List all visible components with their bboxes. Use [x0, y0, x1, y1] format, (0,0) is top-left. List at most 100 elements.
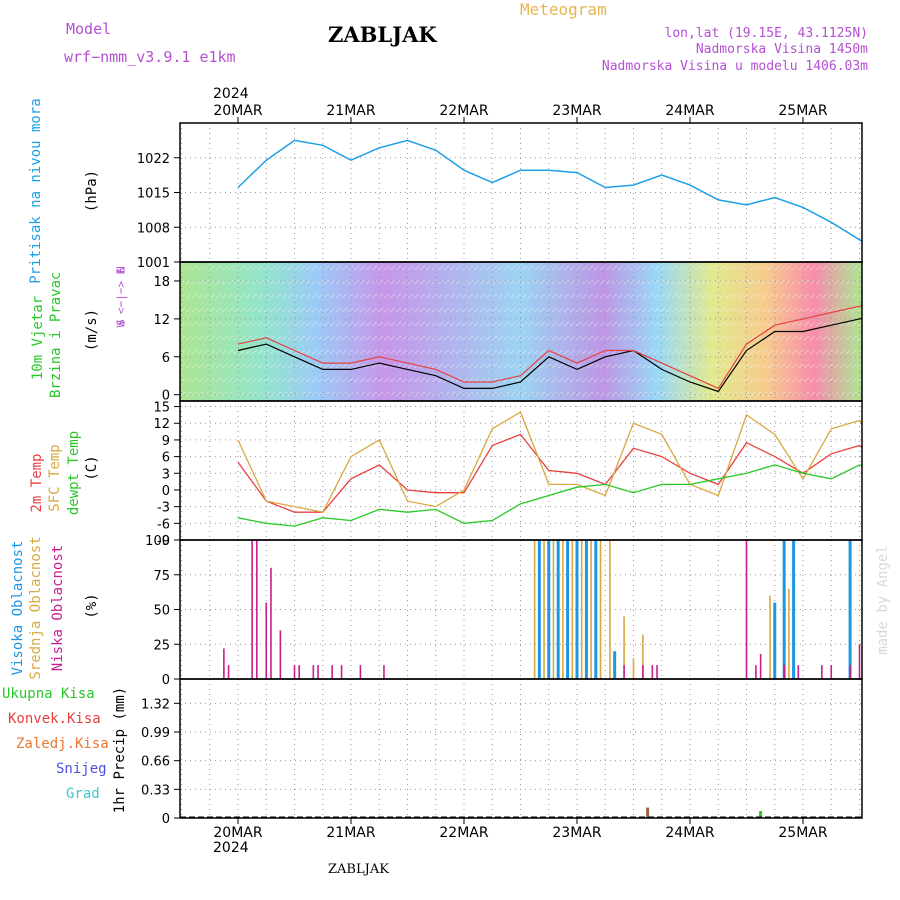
mid-cloud-bar	[580, 540, 583, 679]
total-precip-bar	[886, 749, 889, 819]
total-precip-bar	[896, 766, 899, 818]
y-tick-label: 0.66	[141, 755, 170, 770]
total-precip-bar	[863, 785, 866, 818]
y-tick-label: 0	[162, 812, 170, 827]
model-name: wrf−nmm_v3.9.1 e1km	[64, 48, 236, 66]
panel-frame-precipitation	[179, 678, 863, 819]
low-cloud-bar	[265, 602, 268, 679]
model-elevation-text: Nadmorska Visina u modelu 1406.03m	[601, 59, 868, 74]
low-cloud-bar	[797, 665, 800, 679]
bottom-day-label: 23MAR	[552, 825, 601, 841]
top-day-label: 20MAR	[213, 103, 262, 119]
pressure-line	[237, 139, 862, 243]
y-tick-label: 50	[153, 604, 170, 619]
y-tick-label: 3	[162, 467, 170, 482]
y-tick-label: 1015	[137, 187, 170, 202]
low-cloud-bar	[745, 540, 748, 679]
y-tick-label: 6	[162, 351, 170, 366]
precip-legend-snow: Snijeg	[56, 761, 107, 777]
y-tick-label: 9	[162, 434, 170, 449]
low-cloud-bar	[882, 665, 884, 679]
top-day-label: 24MAR	[665, 103, 714, 119]
mid-cloud-bar	[543, 540, 545, 679]
y-tick-label: 1.32	[141, 697, 170, 712]
mid-cloud-bar	[623, 616, 625, 679]
low-cloud-bar	[312, 665, 315, 679]
mid-cloud-bar	[590, 540, 592, 679]
low-cloud-bar	[651, 665, 654, 679]
precip-legend-graupel: Grad	[66, 786, 100, 802]
low-cloud-bar	[251, 540, 253, 679]
high-cloud-bar	[792, 540, 796, 679]
y-tick-label: 15	[153, 401, 170, 416]
high-cloud-bar	[537, 540, 541, 679]
y-tick-label: -9	[157, 534, 170, 549]
elevation-text: Nadmorska Visina 1450m	[695, 42, 868, 57]
high-cloud-bar	[594, 540, 598, 679]
low-cloud-bar	[317, 665, 319, 679]
footer-station: ZABLJAK	[328, 862, 389, 877]
low-cloud-bar	[331, 665, 333, 679]
low-cloud-bar	[293, 665, 296, 679]
mid-cloud-bar	[533, 540, 536, 679]
low-cloud-bar	[759, 653, 762, 679]
high-cloud-bar	[547, 540, 551, 679]
high-cloud-bar	[848, 540, 852, 679]
total-precip-bar	[759, 811, 763, 818]
y-tick-label: 1022	[137, 152, 170, 167]
sfc-temp-line	[237, 411, 862, 513]
conv-precip-bar	[646, 807, 650, 818]
high-cloud-bar	[613, 651, 617, 679]
low-cloud-bar	[755, 665, 757, 679]
y-tick-label: 1001	[137, 256, 170, 271]
mid-cloud-bar	[769, 595, 771, 679]
top-day-label: 22MAR	[439, 103, 488, 119]
low-cloud-bar	[656, 665, 658, 679]
bottom-year-label: 2024	[213, 840, 249, 856]
y-tick-label: 0	[162, 484, 170, 499]
precip-legend-conv: Konvek.Kisa	[8, 711, 101, 727]
mid-cloud-bar	[552, 540, 555, 679]
low-cloud-bar	[821, 665, 823, 679]
precip-legend-total: Ukupna Kisa	[2, 686, 95, 702]
total-precip-bar	[877, 783, 880, 818]
low-cloud-bar	[279, 630, 282, 679]
temp-2m-line	[237, 433, 862, 513]
high-cloud-bar	[584, 540, 588, 679]
top-year-label: 2024	[213, 86, 249, 102]
y-tick-label: 1008	[137, 221, 170, 236]
low-cloud-bar	[849, 665, 851, 679]
y-tick-label: 0	[162, 389, 170, 404]
wind-speed-line	[237, 317, 862, 393]
low-cloud-bar	[858, 644, 861, 679]
coords-text: lon,lat (19.15E, 43.1125N)	[664, 26, 869, 41]
bottom-day-label: 21MAR	[326, 825, 375, 841]
high-cloud-bar	[556, 540, 560, 679]
bottom-day-label: 22MAR	[439, 825, 488, 841]
top-day-label: 25MAR	[778, 103, 827, 119]
y-tick-label: 12	[153, 313, 170, 328]
low-cloud-bar	[223, 648, 225, 679]
total-precip-bar	[867, 788, 870, 818]
total-precip-bar	[891, 727, 894, 818]
top-day-label: 23MAR	[552, 103, 601, 119]
y-tick-label: 18	[153, 275, 170, 290]
mid-cloud-bar	[609, 540, 611, 679]
y-tick-label: 0.33	[141, 783, 170, 798]
y-tick-label: 25	[153, 638, 170, 653]
mid-cloud-bar	[571, 540, 574, 679]
dewpt-line	[237, 464, 862, 527]
mid-cloud-bar	[632, 658, 635, 679]
bottom-day-label: 20MAR	[213, 825, 262, 841]
y-tick-label: 0.99	[141, 726, 170, 741]
low-cloud-bar	[298, 665, 301, 679]
low-cloud-bar	[878, 665, 880, 679]
station-title: ZABLJAK	[328, 22, 437, 47]
y-tick-label: -6	[157, 517, 170, 532]
mid-cloud-bar	[562, 540, 564, 679]
high-cloud-bar	[782, 540, 786, 679]
high-cloud-bar	[575, 540, 579, 679]
low-cloud-bar	[340, 665, 343, 679]
low-cloud-bar	[359, 665, 362, 679]
